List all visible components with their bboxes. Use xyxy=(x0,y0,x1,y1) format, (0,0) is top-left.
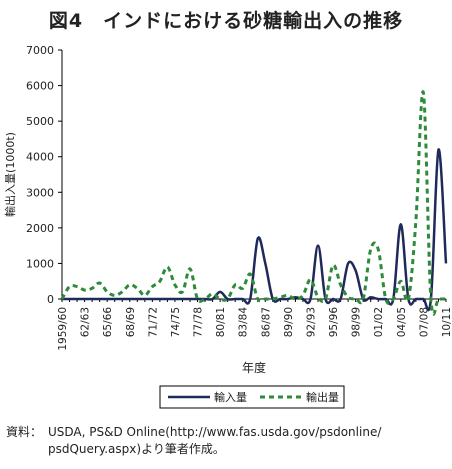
y-tick-label: 0 xyxy=(47,293,54,306)
y-tick-label: 3000 xyxy=(26,186,54,199)
source-label: 資料： xyxy=(6,425,43,439)
source-line-1: USDA, PS&D Online(http://www.fas.usda.go… xyxy=(48,425,382,439)
x-tick-label: 80/81 xyxy=(215,307,227,337)
x-tick-label: 07/08 xyxy=(418,307,430,337)
x-tick-label: 71/72 xyxy=(147,307,159,337)
x-tick-label: 98/99 xyxy=(351,307,363,337)
x-tick-label: 74/75 xyxy=(170,307,182,337)
y-tick-label: 1000 xyxy=(26,257,54,270)
x-tick-label: 68/69 xyxy=(125,307,137,337)
x-tick-label: 92/93 xyxy=(305,307,317,337)
y-tick-label: 5000 xyxy=(26,115,54,128)
y-tick-label: 2000 xyxy=(26,222,54,235)
x-tick-label: 86/87 xyxy=(260,307,272,337)
x-tick-label: 89/90 xyxy=(283,307,295,337)
x-tick-label: 95/96 xyxy=(328,307,340,338)
y-tick-label: 7000 xyxy=(26,44,54,57)
y-tick-label: 4000 xyxy=(26,151,54,164)
y-axis-title: 輸出入量(1000t) xyxy=(3,132,17,217)
series-line-imports xyxy=(62,148,448,312)
x-tick-label: 01/02 xyxy=(373,307,385,337)
y-tick-label: 6000 xyxy=(26,80,54,93)
x-tick-label: 04/05 xyxy=(396,307,408,337)
source-line-2: psdQuery.aspx)より筆者作成。 xyxy=(48,442,225,456)
chart-title: 図4 インドにおける砂糖輸出入の推移 xyxy=(48,10,404,32)
x-tick-label: 62/63 xyxy=(80,307,92,337)
plot-area xyxy=(60,90,448,316)
x-tick-label: 65/66 xyxy=(102,307,114,338)
legend: 輸入量 輸出量 xyxy=(159,385,345,409)
legend-box xyxy=(159,385,345,409)
x-tick-label: 77/78 xyxy=(193,307,205,337)
series-line-exports xyxy=(60,90,446,316)
x-tick-label: 10/11 xyxy=(441,307,452,337)
x-axis-title: 年度 xyxy=(242,360,266,375)
x-tick-label: 1959/60 xyxy=(57,307,69,351)
legend-label: 輸入量 xyxy=(214,390,247,404)
legend-label: 輸出量 xyxy=(306,390,339,404)
axes: 0 1000 2000 3000 4000 5000 6000 7000 輸出入量(1000t)… xyxy=(3,44,452,375)
line-chart: 0 1000 2000 3000 4000 5000 6000 7000 輸出入量(1000t)… xyxy=(3,44,452,409)
x-tick-label: 83/84 xyxy=(238,307,250,338)
